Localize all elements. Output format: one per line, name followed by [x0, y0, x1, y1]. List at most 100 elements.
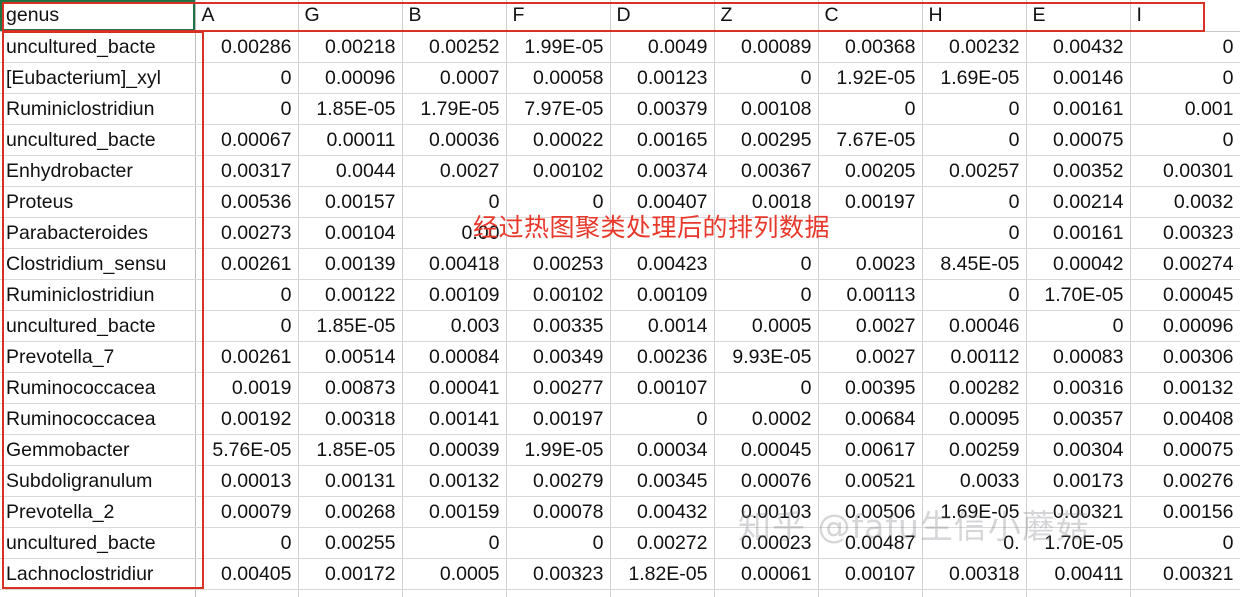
value-cell[interactable]: 0.0019 [195, 372, 299, 404]
value-cell[interactable]: 0 [506, 186, 611, 218]
value-cell[interactable]: 0 [298, 589, 403, 597]
value-cell[interactable]: 0 [714, 62, 819, 94]
value-cell[interactable]: 0.00257 [922, 155, 1027, 187]
value-cell[interactable]: 1.70E-05 [1026, 279, 1131, 311]
value-cell[interactable]: 0.00083 [1026, 341, 1131, 373]
value-cell[interactable]: 0 [610, 403, 715, 435]
value-cell[interactable]: 0.00506 [818, 496, 923, 528]
value-cell[interactable]: 0.00132 [402, 465, 507, 497]
value-cell[interactable]: 0.00161 [1026, 217, 1131, 249]
value-cell[interactable]: 0.00165 [610, 124, 715, 156]
value-cell[interactable]: 0 [506, 527, 611, 559]
value-cell[interactable]: 0.00306 [1130, 341, 1240, 373]
value-cell[interactable]: 0.00096 [1130, 310, 1240, 342]
value-cell[interactable]: 0.00395 [818, 372, 923, 404]
value-cell[interactable]: 0.00161 [1026, 93, 1131, 125]
genus-name-cell[interactable]: uncultured_bacte [0, 124, 196, 156]
value-cell[interactable]: 0 [1026, 310, 1131, 342]
value-cell[interactable]: 0.00418 [402, 248, 507, 280]
genus-name-cell[interactable]: Clostridium_sensu [0, 248, 196, 280]
value-cell[interactable]: 0.00075 [1026, 124, 1131, 156]
value-cell[interactable]: 0.00316 [1026, 372, 1131, 404]
column-header-E[interactable]: E [1026, 0, 1131, 32]
value-cell[interactable]: 0.00304 [1026, 434, 1131, 466]
value-cell[interactable]: 0.00112 [922, 341, 1027, 373]
value-cell[interactable]: 0 [195, 279, 299, 311]
value-cell[interactable]: 0.00122 [298, 279, 403, 311]
value-cell[interactable]: 0 [1130, 527, 1240, 559]
value-cell[interactable]: 0.00023 [714, 527, 819, 559]
value-cell[interactable]: 0 [1130, 31, 1240, 63]
value-cell[interactable]: 0.00156 [1130, 496, 1240, 528]
value-cell[interactable]: 0.00034 [610, 434, 715, 466]
value-cell[interactable]: 0.001 [1130, 93, 1240, 125]
value-cell[interactable]: 0.0027 [818, 310, 923, 342]
value-cell[interactable]: 0.00013 [195, 465, 299, 497]
value-cell[interactable]: 0.00076 [714, 465, 819, 497]
value-cell[interactable]: 0.00075 [1130, 434, 1240, 466]
value-cell[interactable]: 0.00321 [1026, 496, 1131, 528]
value-cell[interactable]: 0.00423 [610, 248, 715, 280]
column-header-I[interactable]: I [1130, 0, 1240, 32]
value-cell[interactable]: 0.00107 [610, 372, 715, 404]
value-cell[interactable]: 0.00367 [714, 155, 819, 187]
value-cell[interactable]: 0.00345 [610, 465, 715, 497]
value-cell[interactable]: 0.00405 [195, 558, 299, 590]
value-cell[interactable]: 0.00132 [1130, 372, 1240, 404]
column-header-genus[interactable]: genus [0, 0, 196, 32]
value-cell[interactable]: 0.0027 [402, 155, 507, 187]
value-cell[interactable]: 1.85E-05 [298, 93, 403, 125]
value-cell[interactable]: 0.00286 [195, 31, 299, 63]
genus-name-cell[interactable]: Proteus [0, 186, 196, 218]
value-cell[interactable]: 0.00109 [610, 279, 715, 311]
value-cell[interactable]: 0.00317 [195, 155, 299, 187]
value-cell[interactable]: 0 [195, 527, 299, 559]
value-cell[interactable]: 0.00277 [506, 372, 611, 404]
value-cell[interactable]: 1.92E-05 [818, 62, 923, 94]
value-cell[interactable]: 0.00408 [1130, 403, 1240, 435]
value-cell[interactable]: 0 [402, 589, 507, 597]
value-cell[interactable]: 0 [714, 589, 819, 597]
value-cell[interactable]: 0.00323 [1130, 217, 1240, 249]
value-cell[interactable]: 0.00521 [818, 465, 923, 497]
genus-name-cell[interactable]: Ruminiclostridiun [0, 279, 196, 311]
genus-name-cell[interactable]: [Eubacterium]_xyl [0, 62, 196, 94]
value-cell[interactable]: 9.93E-05 [714, 341, 819, 373]
genus-name-cell[interactable]: Ruminiclostridiun [0, 93, 196, 125]
value-cell[interactable]: 0.00139 [298, 248, 403, 280]
value-cell[interactable]: 0.0033 [922, 465, 1027, 497]
value-cell[interactable]: 0.00214 [1026, 186, 1131, 218]
value-cell[interactable]: 0.00379 [610, 93, 715, 125]
value-cell[interactable]: 0 [195, 93, 299, 125]
value-cell[interactable]: 0.00022 [506, 124, 611, 156]
value-cell[interactable]: 0.00102 [506, 155, 611, 187]
value-cell[interactable]: 1.85E-05 [298, 310, 403, 342]
value-cell[interactable]: 0.00109 [402, 279, 507, 311]
value-cell[interactable]: 0.00432 [1026, 31, 1131, 63]
value-cell[interactable]: 0.00205 [818, 155, 923, 187]
value-cell[interactable]: 0.0023 [818, 248, 923, 280]
value-cell[interactable]: 0.00011 [298, 124, 403, 156]
value-cell[interactable]: 0.0005 [402, 558, 507, 590]
genus-name-cell[interactable]: Porphyromonas [0, 589, 196, 597]
value-cell[interactable]: 0.00357 [1026, 403, 1131, 435]
value-cell[interactable]: 0.00078 [506, 496, 611, 528]
value-cell[interactable]: 0.00172 [298, 558, 403, 590]
genus-name-cell[interactable]: uncultured_bacte [0, 31, 196, 63]
value-cell[interactable]: 0.00318 [298, 403, 403, 435]
value-cell[interactable]: 0.00514 [298, 341, 403, 373]
value-cell[interactable]: 0.0018 [714, 186, 819, 218]
value-cell[interactable]: 0.00273 [195, 217, 299, 249]
value-cell[interactable]: 0.00192 [195, 403, 299, 435]
value-cell[interactable]: 0 [610, 589, 715, 597]
value-cell[interactable]: 0.00253 [506, 248, 611, 280]
value-cell[interactable]: 0.00282 [922, 372, 1027, 404]
value-cell[interactable]: 7.67E-05 [818, 124, 923, 156]
value-cell[interactable]: 0.00301 [1130, 155, 1240, 187]
value-cell[interactable]: 0 [922, 279, 1027, 311]
value-cell[interactable]: 0.00159 [402, 496, 507, 528]
value-cell[interactable]: 0 [1130, 62, 1240, 94]
genus-name-cell[interactable]: Subdoligranulum [0, 465, 196, 497]
value-cell[interactable]: 0.00236 [610, 341, 715, 373]
value-cell[interactable]: 0.00173 [1026, 465, 1131, 497]
